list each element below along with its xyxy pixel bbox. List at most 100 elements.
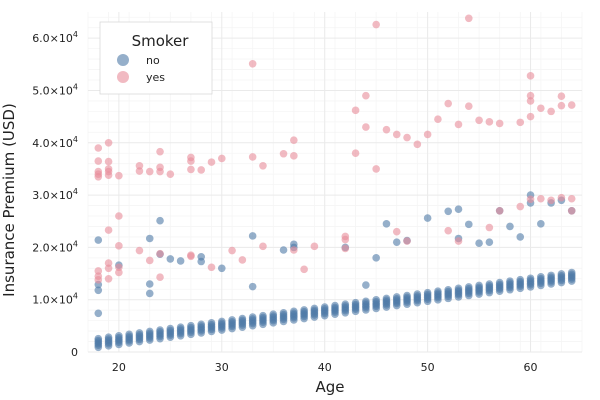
point-no: [187, 321, 195, 330]
point-no: [104, 333, 113, 342]
point-no: [372, 296, 380, 304]
y-tick-label: 3.0×104: [32, 187, 78, 202]
point-no: [516, 275, 525, 284]
y-tick-label: 4.0×104: [32, 135, 78, 150]
point-no: [156, 326, 164, 334]
x-tick-label: 40: [318, 361, 332, 374]
point-yes: [485, 223, 494, 232]
point-yes: [444, 226, 453, 235]
point-no: [125, 330, 133, 339]
point-yes: [135, 167, 144, 175]
x-tick-label: 50: [421, 361, 435, 374]
point-yes: [362, 123, 370, 131]
legend: Smoker no yes: [99, 21, 213, 95]
point-yes: [135, 161, 144, 170]
point-yes: [135, 246, 144, 255]
point-no: [135, 329, 144, 337]
point-yes: [94, 172, 103, 181]
point-no: [115, 331, 123, 340]
point-yes: [145, 256, 154, 265]
point-yes: [567, 101, 576, 109]
point-yes: [156, 147, 164, 156]
point-yes: [392, 130, 401, 139]
point-no: [516, 233, 525, 241]
point-no: [269, 310, 278, 319]
point-no: [382, 294, 391, 303]
point-yes: [94, 144, 103, 152]
point-no: [259, 311, 267, 320]
point-no: [423, 214, 432, 222]
point-no: [300, 306, 308, 314]
x-tick-label: 30: [215, 361, 229, 374]
point-no: [351, 298, 360, 307]
point-no: [145, 234, 154, 243]
point-yes: [454, 120, 463, 129]
point-no: [197, 320, 206, 329]
point-yes: [372, 165, 380, 173]
point-yes: [516, 202, 525, 211]
point-no: [454, 284, 463, 293]
point-yes: [156, 167, 164, 176]
point-yes: [156, 273, 164, 282]
point-yes: [495, 119, 504, 128]
y-tick-label: 0: [71, 346, 78, 359]
point-no: [454, 205, 463, 213]
point-yes: [290, 152, 298, 160]
y-tick-label: 5.0×104: [32, 82, 78, 97]
point-yes: [567, 206, 576, 215]
point-yes: [115, 268, 123, 277]
point-yes: [115, 263, 123, 272]
point-yes: [115, 212, 123, 220]
point-yes: [310, 242, 319, 251]
point-yes: [557, 101, 566, 110]
point-yes: [392, 227, 401, 236]
point-yes: [187, 252, 195, 261]
point-no: [248, 282, 257, 291]
point-no: [557, 270, 566, 278]
point-yes: [197, 166, 206, 174]
point-no: [413, 290, 422, 298]
x-axis-title: Age: [315, 378, 344, 396]
point-no: [362, 297, 370, 306]
legend-marker-yes: [117, 71, 129, 83]
point-yes: [485, 118, 494, 126]
point-yes: [187, 165, 195, 174]
point-yes: [238, 256, 247, 264]
series-yes: [94, 14, 576, 284]
point-yes: [475, 116, 483, 125]
point-no: [444, 207, 453, 216]
point-no: [176, 323, 185, 331]
point-yes: [526, 72, 535, 80]
point-no: [94, 309, 103, 318]
point-yes: [259, 242, 267, 251]
point-yes: [300, 265, 308, 274]
point-yes: [104, 157, 113, 166]
point-no: [145, 289, 154, 298]
y-axis-title: Insurance Premium (USD): [0, 103, 18, 297]
point-yes: [104, 226, 113, 234]
point-no: [537, 273, 545, 281]
point-yes: [516, 118, 525, 127]
point-no: [156, 216, 164, 225]
point-no: [444, 285, 453, 294]
point-no: [382, 220, 391, 228]
point-no: [537, 220, 545, 228]
point-yes: [423, 130, 432, 139]
point-yes: [94, 267, 103, 275]
point-yes: [145, 167, 154, 176]
point-no: [320, 303, 329, 311]
point-no: [248, 313, 257, 321]
point-yes: [259, 161, 267, 170]
point-yes: [547, 196, 555, 205]
point-no: [94, 286, 103, 295]
series-no: [94, 191, 576, 352]
point-no: [331, 301, 339, 310]
y-axis: 0 1.0×104 2.0×104 3.0×104 4.0×104 5.0×104 6.0×…: [32, 30, 78, 359]
point-no: [464, 283, 473, 291]
point-no: [495, 278, 504, 287]
point-no: [392, 293, 401, 301]
point-yes: [341, 244, 350, 253]
point-yes: [547, 107, 555, 116]
point-yes: [413, 140, 422, 149]
